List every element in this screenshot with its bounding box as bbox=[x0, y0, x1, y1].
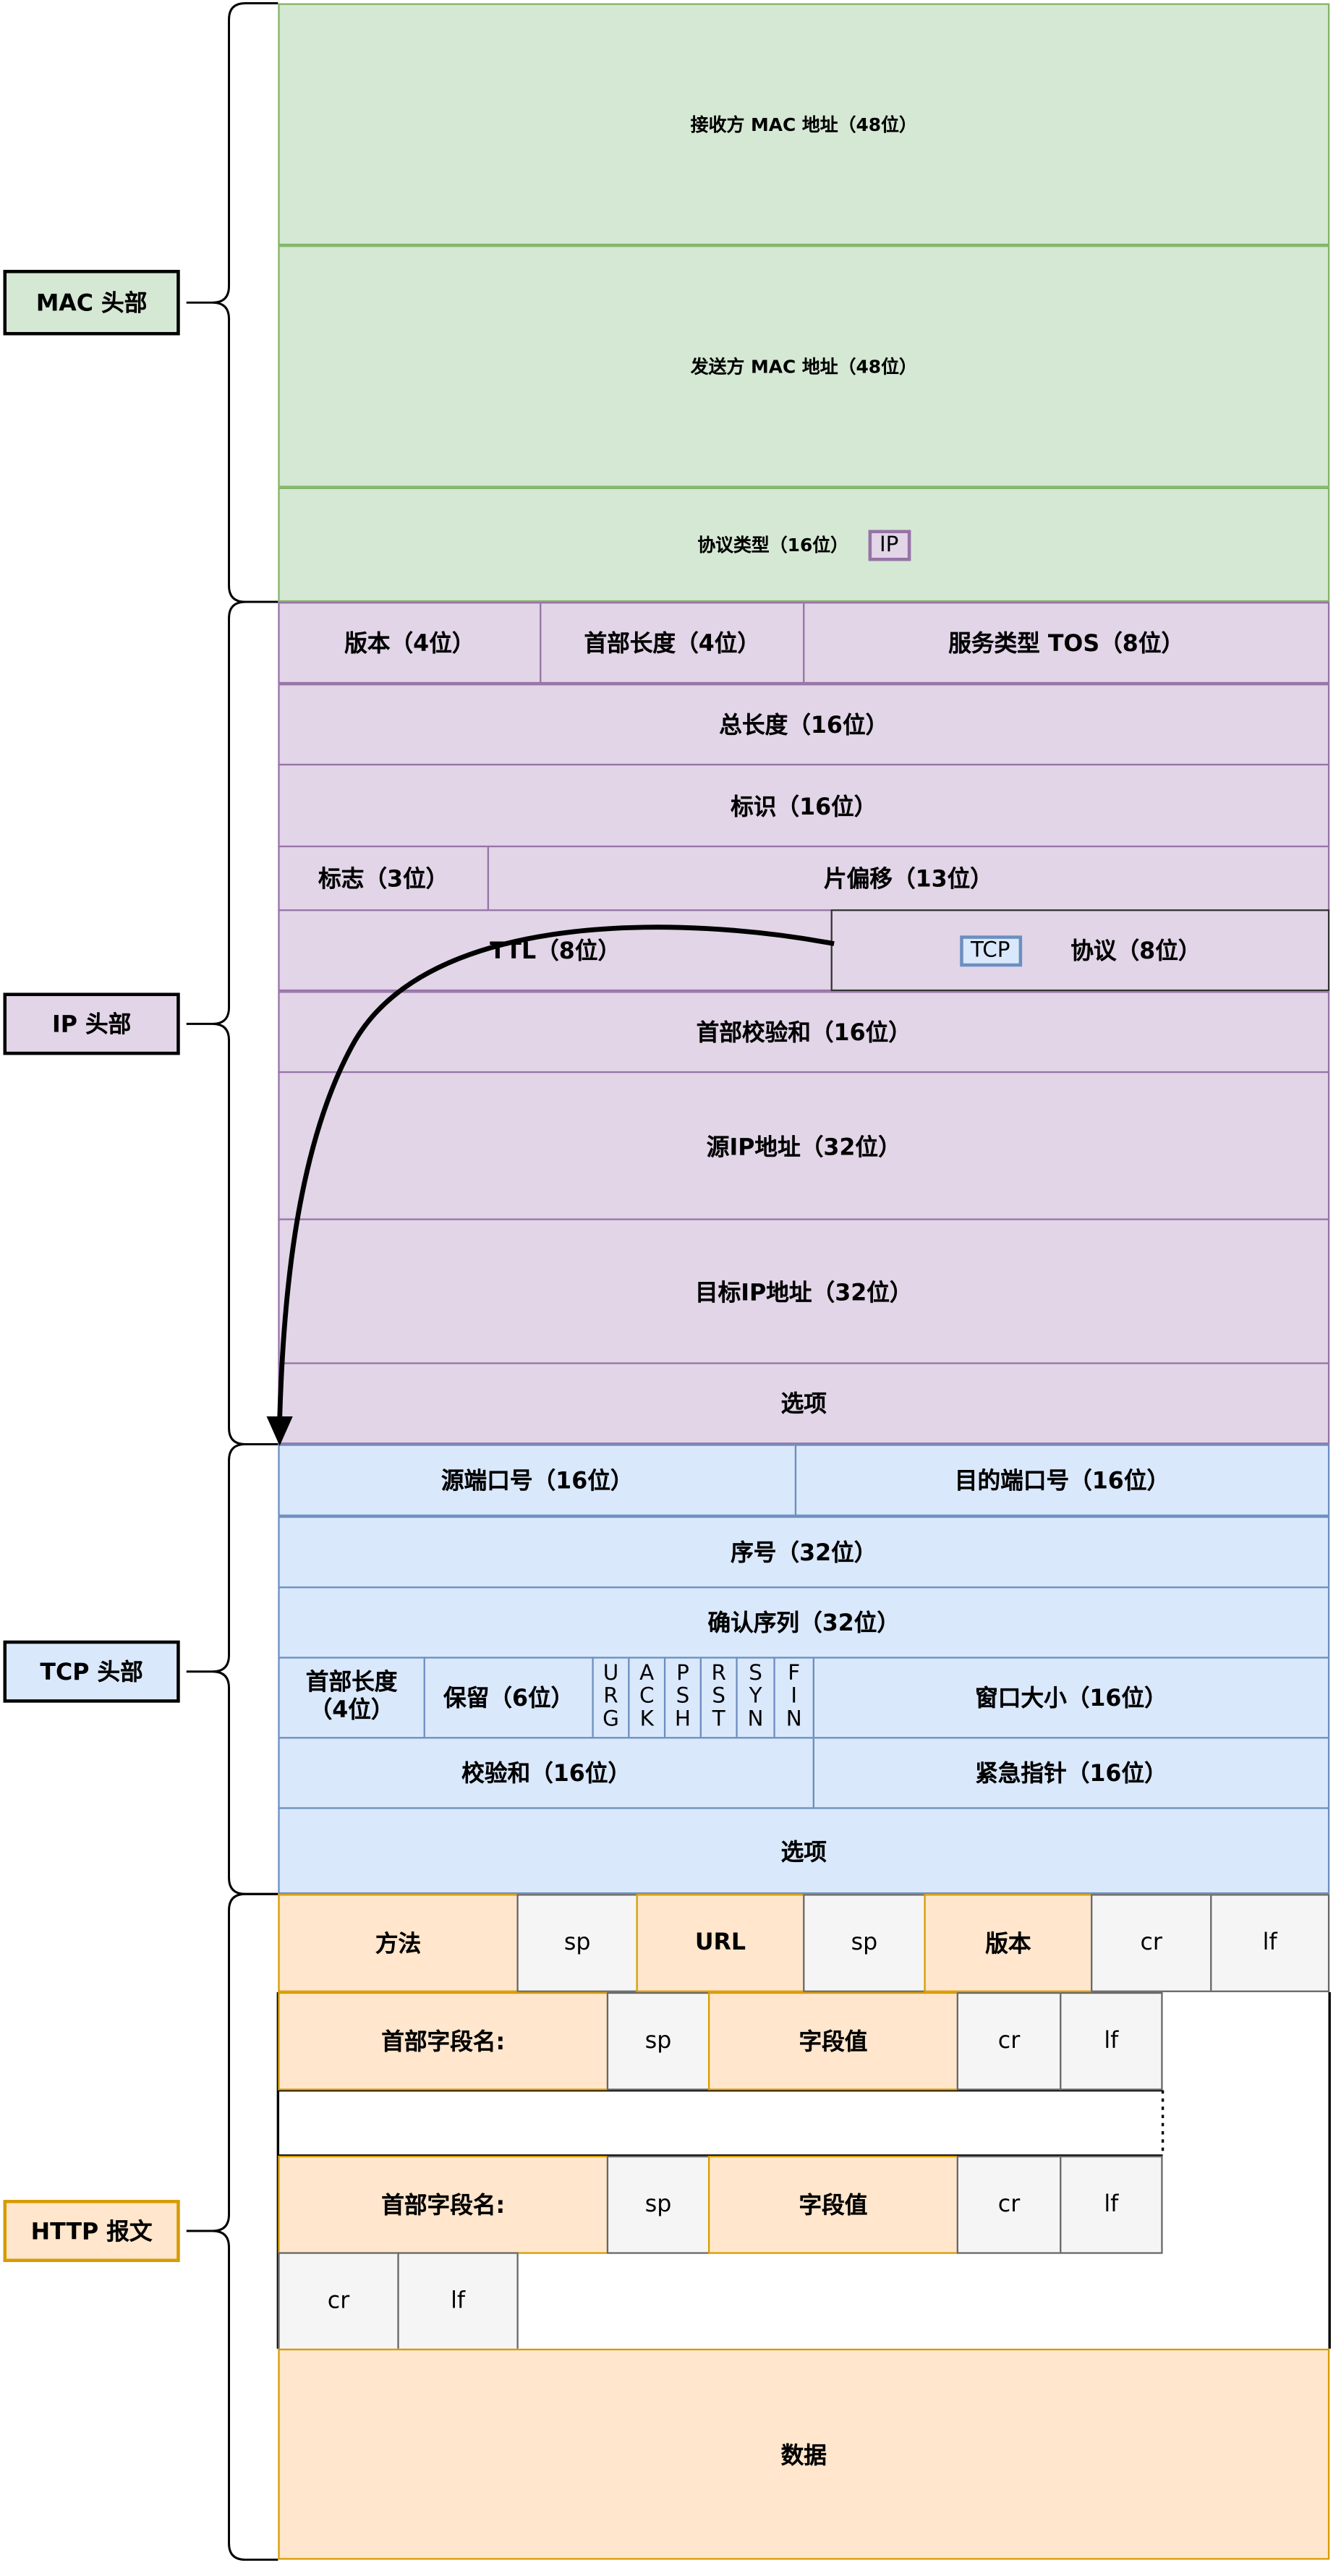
http-cr: cr bbox=[956, 2155, 1062, 2254]
flag-letter: N bbox=[786, 1707, 802, 1733]
ip-total-length: 总长度（16位） bbox=[278, 684, 1330, 766]
flag-letter: U bbox=[603, 1662, 619, 1687]
ip-header-length: 首部长度（4位） bbox=[540, 602, 805, 684]
flag-letter: K bbox=[639, 1707, 654, 1733]
tcp-checksum: 校验和（16位） bbox=[278, 1737, 814, 1809]
ip-options: 选项 bbox=[278, 1362, 1330, 1445]
mac-dst-address: 接收方 MAC 地址（48位） bbox=[278, 3, 1330, 246]
flag-letter: G bbox=[603, 1707, 619, 1733]
tcp-sequence-number: 序号（32位） bbox=[278, 1516, 1330, 1589]
http-url: URL bbox=[636, 1894, 805, 1992]
http-lf: lf bbox=[1060, 1991, 1163, 2091]
tcp-window-size: 窗口大小（16位） bbox=[812, 1657, 1330, 1739]
braces bbox=[186, 2, 278, 2561]
ip-ttl: TTL（8位） bbox=[278, 909, 833, 992]
http-cr: cr bbox=[278, 2252, 399, 2351]
ip-protocol: TCP 协议（8位） bbox=[830, 909, 1330, 992]
ethertype-label: 协议类型（16位） bbox=[697, 535, 849, 556]
flag-letter: P bbox=[676, 1662, 689, 1687]
http-lf: lf bbox=[397, 2252, 519, 2351]
tcp-reserved: 保留（6位） bbox=[423, 1657, 594, 1739]
tcp-src-port: 源端口号（16位） bbox=[278, 1444, 797, 1516]
flag-letter: I bbox=[791, 1684, 798, 1709]
http-lf: lf bbox=[1060, 2155, 1163, 2254]
http-sp: sp bbox=[803, 1894, 926, 1992]
protocol-label: 协议（8位） bbox=[1070, 938, 1201, 965]
http-body: 数据 bbox=[278, 2348, 1330, 2560]
flag-letter: A bbox=[639, 1662, 655, 1687]
ip-identification: 标识（16位） bbox=[278, 763, 1330, 848]
tcp-ack-number: 确认序列（32位） bbox=[278, 1586, 1330, 1659]
http-header-value: 字段值 bbox=[708, 2155, 958, 2254]
flag-letter: R bbox=[603, 1684, 618, 1709]
flag-letter: T bbox=[712, 1707, 725, 1733]
http-message-label: HTTP 报文 bbox=[3, 2200, 180, 2262]
flag-letter: H bbox=[674, 1707, 691, 1733]
flag-letter: C bbox=[639, 1684, 655, 1709]
mac-header-label: MAC 头部 bbox=[3, 270, 180, 336]
ip-header-label: IP 头部 bbox=[3, 992, 180, 1055]
http-cr: cr bbox=[956, 1991, 1062, 2091]
http-header-name: 首部字段名: bbox=[278, 1991, 609, 2091]
tcp-urgent-pointer: 紧急指针（16位） bbox=[812, 1737, 1330, 1809]
tcp-dst-port: 目的端口号（16位） bbox=[794, 1444, 1330, 1516]
tcp-header-label: TCP 头部 bbox=[3, 1640, 180, 1703]
http-header-name: 首部字段名: bbox=[278, 2155, 609, 2254]
flag-letter: N bbox=[747, 1707, 764, 1733]
ethertype-ip-tag: IP bbox=[868, 529, 911, 561]
http-version: 版本 bbox=[924, 1894, 1093, 1992]
ip-version: 版本（4位） bbox=[278, 602, 542, 684]
http-method: 方法 bbox=[278, 1894, 519, 1992]
flag-letter: F bbox=[788, 1662, 801, 1687]
tcp-header-length: 首部长度 （4位） bbox=[278, 1657, 425, 1739]
ip-flags: 标志（3位） bbox=[278, 845, 490, 911]
ip-tos: 服务类型 TOS（8位） bbox=[803, 602, 1330, 684]
flag-letter: S bbox=[749, 1662, 762, 1687]
http-cr: cr bbox=[1091, 1894, 1212, 1992]
http-lf: lf bbox=[1210, 1894, 1330, 1992]
http-sp: sp bbox=[516, 1894, 638, 1992]
flag-letter: S bbox=[712, 1684, 726, 1709]
http-sp: sp bbox=[606, 1991, 710, 2091]
ip-header-checksum: 首部校验和（16位） bbox=[278, 991, 1330, 1074]
flag-letter: S bbox=[676, 1684, 690, 1709]
tcp-options: 选项 bbox=[278, 1807, 1330, 1895]
mac-ethertype: 协议类型（16位） IP bbox=[278, 487, 1330, 603]
mac-src-address: 发送方 MAC 地址（48位） bbox=[278, 245, 1330, 488]
protocol-tcp-tag: TCP bbox=[959, 935, 1022, 966]
flag-letter: Y bbox=[749, 1684, 762, 1709]
http-header-value: 字段值 bbox=[708, 1991, 958, 2091]
flag-letter: R bbox=[711, 1662, 726, 1687]
ip-src-address: 源IP地址（32位） bbox=[278, 1071, 1330, 1220]
ip-fragment-offset: 片偏移（13位） bbox=[487, 845, 1330, 911]
ip-dst-address: 目标IP地址（32位） bbox=[278, 1218, 1330, 1364]
http-sp: sp bbox=[606, 2155, 710, 2254]
